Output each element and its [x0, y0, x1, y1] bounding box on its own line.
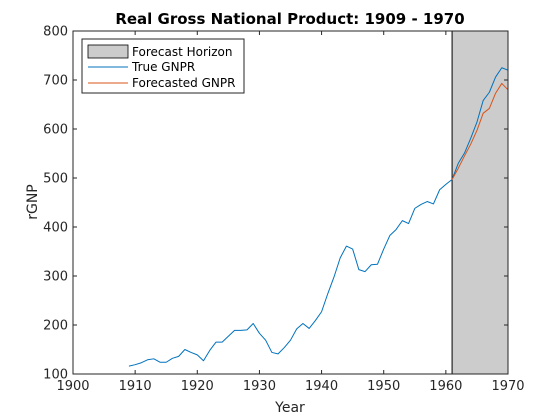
x-tick-label: 1970 [491, 379, 524, 394]
x-tick-label: 1950 [367, 379, 400, 394]
axes-box [72, 30, 509, 375]
legend-label-forecast-horizon: Forecast Horizon [132, 45, 232, 59]
chart-title: Real Gross National Product: 1909 - 1970 [115, 10, 464, 28]
y-axis-label: rGNP [25, 184, 41, 220]
forecast-layer [451, 30, 509, 375]
legend: Forecast Horizon True GNPR Forecasted GN… [81, 38, 245, 94]
series-layer [128, 67, 509, 367]
y-tick-label: 400 [43, 221, 68, 236]
ticks: 1900 1910 1920 1930 1940 1950 1960 1970 100 200 30… [43, 25, 524, 395]
y-tick-label: 100 [43, 368, 68, 383]
y-tick-label: 600 [43, 123, 68, 138]
x-tick-label: 1940 [305, 379, 338, 394]
forecast-horizon-region [451, 30, 509, 375]
x-tick-label: 1900 [56, 379, 89, 394]
y-tick-label: 500 [43, 172, 68, 187]
x-axis-label: Year [274, 400, 305, 416]
x-tick-label: 1930 [243, 379, 276, 394]
series-line-true-gnpr [128, 67, 509, 367]
x-tick-label: 1920 [181, 379, 214, 394]
x-tick-label: 1910 [119, 379, 152, 394]
y-tick-label: 700 [43, 74, 68, 89]
y-tick-label: 200 [43, 319, 68, 334]
y-tick-label: 800 [43, 25, 68, 40]
axes [72, 30, 509, 375]
y-tick-label: 300 [43, 270, 68, 285]
legend-label-true-gnpr: True GNPR [131, 60, 195, 74]
legend-label-forecasted-gnpr: Forecasted GNPR [132, 76, 235, 90]
series-line-forecasted-gnpr [451, 82, 509, 180]
x-tick-label: 1960 [429, 379, 462, 394]
legend-swatch-forecast-horizon [87, 44, 129, 59]
